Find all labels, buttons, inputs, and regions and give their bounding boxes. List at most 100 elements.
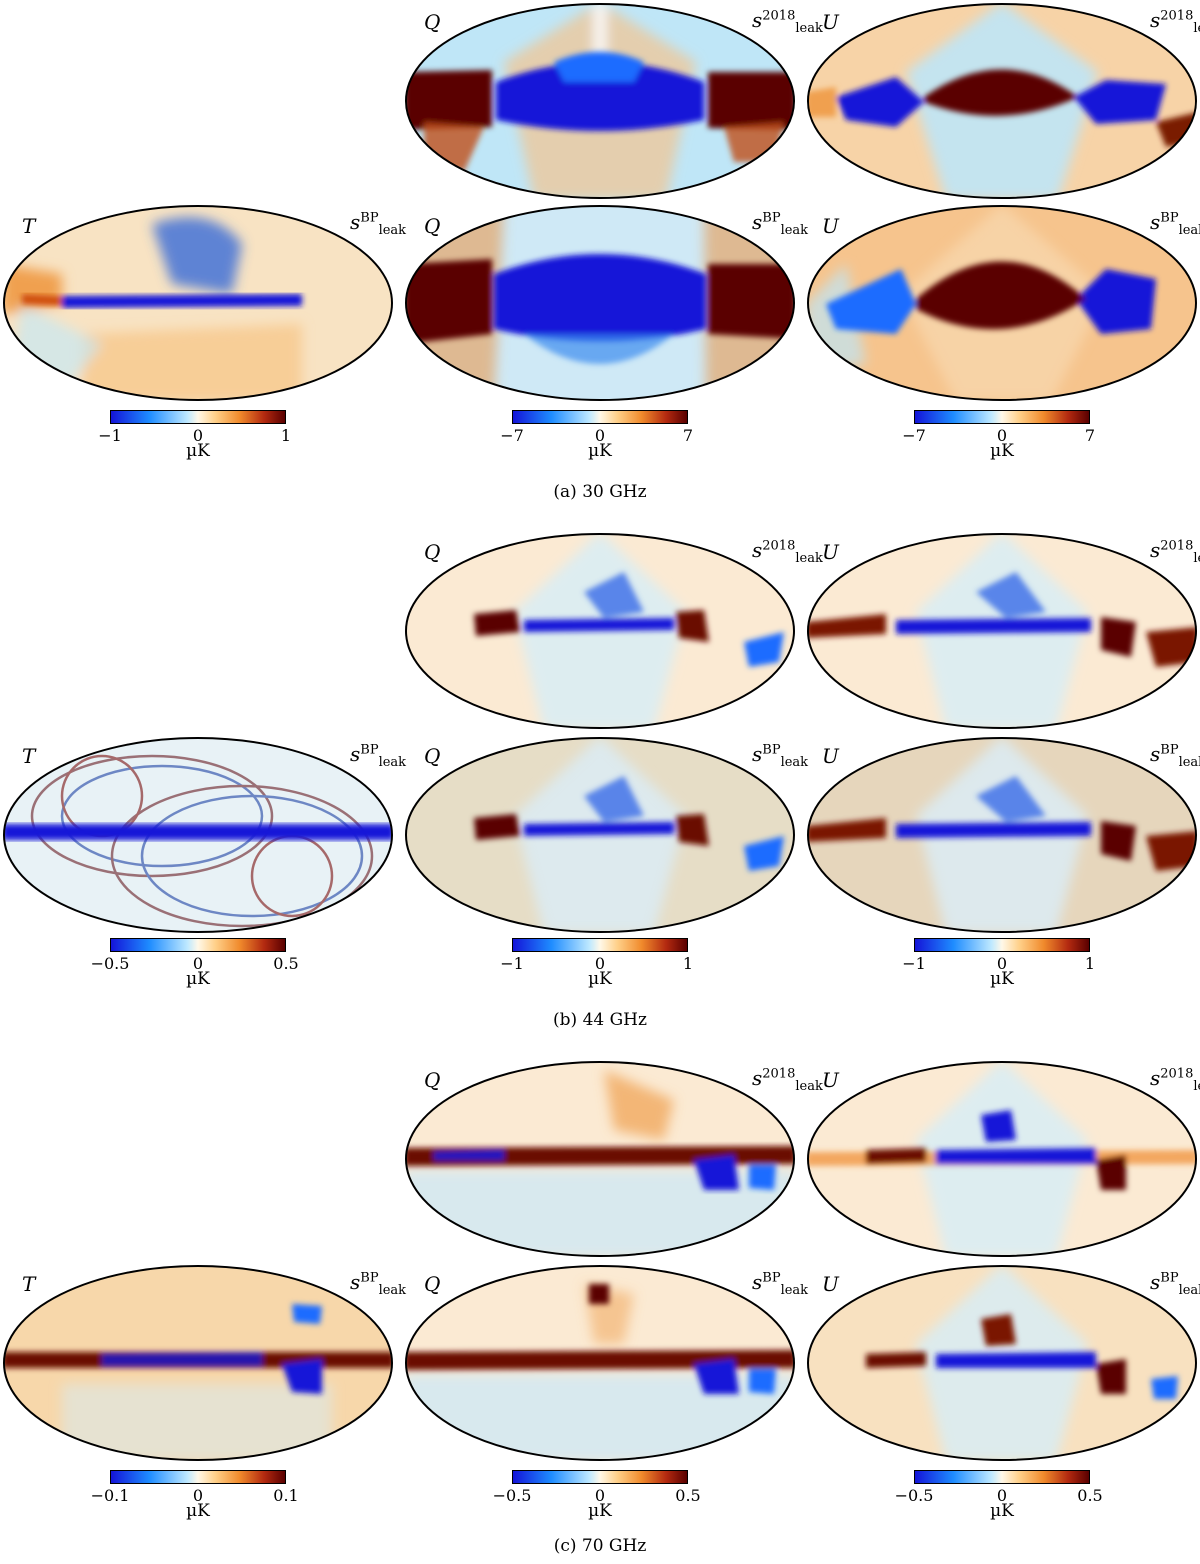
tag-a-q-bottom: sBPleak — [752, 210, 809, 238]
label-a-u-bottom: U — [822, 214, 839, 238]
tag-a-u-bottom: sBPleak — [1150, 210, 1200, 238]
tag-b-u-bottom: sBPleak — [1150, 742, 1200, 770]
tick-mid: 0 — [996, 1486, 1008, 1505]
tick-max: 7 — [1084, 426, 1096, 445]
tag-c-u-bottom: sBPleak — [1150, 1270, 1200, 1298]
unit-label: µK — [990, 969, 1014, 989]
colorbar-b-t: −0.5 0 0.5 µK — [91, 938, 299, 989]
colorbar-gradient — [110, 1470, 286, 1484]
map-c-u-2018 — [806, 1060, 1198, 1258]
unit-label: µK — [588, 441, 612, 461]
label-c-t: T — [22, 1272, 36, 1296]
unit-label: µK — [588, 1501, 612, 1521]
label-c-q-top: Q — [424, 1068, 441, 1092]
colorbar-b-u: −1 0 1 µK — [902, 938, 1095, 989]
tag-a-q-top: s2018leak — [752, 8, 823, 36]
tag-c-q-top: s2018leak — [752, 1066, 823, 1094]
colorbar-c-q: −0.5 0 0.5 µK — [493, 1470, 701, 1521]
tick-mid: 0 — [192, 1486, 204, 1505]
caption-a: (a) 30 GHz — [553, 482, 647, 502]
tick-mid: 0 — [594, 954, 606, 973]
colorbar-a-q: −7 0 7 µK — [500, 410, 693, 461]
label-a-q-top: Q — [424, 10, 441, 34]
tick-mid: 0 — [594, 426, 606, 445]
label-b-q-bottom: Q — [424, 744, 441, 768]
tick-mid: 0 — [996, 954, 1008, 973]
tick-min: −1 — [98, 426, 122, 445]
tag-b-t: sBPleak — [350, 742, 407, 770]
label-a-q-bottom: Q — [424, 214, 441, 238]
map-b-q-bp — [404, 736, 796, 934]
map-b-u-2018 — [806, 532, 1198, 730]
tag-c-u-top: s2018leak — [1150, 1066, 1200, 1094]
tick-max: 0.1 — [273, 1486, 299, 1505]
tick-min: −0.1 — [90, 1486, 130, 1505]
colorbar-c-u: −0.5 0 0.5 µK — [895, 1470, 1103, 1520]
tag-c-q-bottom: sBPleak — [752, 1270, 809, 1298]
colorbar-gradient — [110, 938, 286, 952]
map-c-q-2018 — [404, 1060, 796, 1258]
map-c-t-bp — [2, 1264, 394, 1462]
colorbar-gradient — [512, 1470, 688, 1484]
tick-min: −0.5 — [492, 1486, 532, 1505]
map-c-q-bp — [404, 1264, 796, 1462]
map-a-u-2018 — [806, 2, 1198, 200]
unit-label: µK — [990, 441, 1014, 461]
label-b-u-top: U — [822, 540, 839, 564]
colorbar-b-q: −1 0 1 µK — [500, 938, 693, 989]
map-b-u-bp — [806, 736, 1198, 934]
unit-label: µK — [186, 441, 210, 461]
map-c-u-bp — [806, 1264, 1198, 1462]
tick-min: −1 — [500, 954, 524, 973]
tick-max: 1 — [280, 426, 292, 445]
tick-max: 0.5 — [273, 954, 299, 973]
tick-max: 1 — [682, 954, 694, 973]
tick-max: 1 — [1084, 954, 1096, 973]
colorbar-gradient — [110, 410, 286, 424]
tick-min: −1 — [902, 954, 926, 973]
tick-min: −0.5 — [90, 954, 130, 973]
tick-max: 0.5 — [1077, 1486, 1103, 1505]
tick-min: −0.5 — [894, 1486, 934, 1505]
label-c-u-top: U — [822, 1068, 839, 1092]
tag-c-t: sBPleak — [350, 1270, 407, 1298]
colorbar-a-t: −1 0 1 µK — [98, 410, 291, 461]
map-a-q-2018 — [404, 2, 796, 200]
tag-b-u-top: s2018leak — [1150, 538, 1200, 566]
label-b-q-top: Q — [424, 540, 441, 564]
tick-min: −7 — [500, 426, 524, 445]
map-a-u-bp — [806, 204, 1198, 402]
map-b-q-2018 — [404, 532, 796, 730]
tag-b-q-bottom: sBPleak — [752, 742, 809, 770]
unit-label: µK — [588, 969, 612, 989]
label-b-t: T — [22, 744, 36, 768]
tick-mid: 0 — [594, 1486, 606, 1505]
tag-a-u-top: s2018leak — [1150, 8, 1200, 36]
colorbar-gradient — [512, 938, 688, 952]
caption-b: (b) 44 GHz — [553, 1010, 647, 1030]
tick-max: 7 — [682, 426, 694, 445]
colorbar-gradient — [914, 410, 1090, 424]
caption-c: (c) 70 GHz — [553, 1536, 647, 1556]
colorbar-gradient — [914, 938, 1090, 952]
tick-mid: 0 — [996, 426, 1008, 445]
unit-label: µK — [186, 969, 210, 989]
map-a-t-bp — [2, 204, 394, 402]
tag-b-q-top: s2018leak — [752, 538, 823, 566]
label-a-t: T — [22, 214, 36, 238]
unit-label: µK — [186, 1501, 210, 1521]
colorbar-gradient — [512, 410, 688, 424]
label-c-q-bottom: Q — [424, 1272, 441, 1296]
colorbar-c-t: −0.1 0 0.1 µK — [91, 1470, 299, 1521]
label-a-u-top: U — [822, 10, 839, 34]
colorbar-gradient — [914, 1470, 1090, 1484]
tag-a-t: sBPleak — [350, 210, 407, 238]
tick-min: −7 — [902, 426, 926, 445]
map-b-t-bp — [2, 736, 394, 934]
tick-mid: 0 — [192, 954, 204, 973]
colorbar-a-u: −7 0 7 µK — [902, 410, 1095, 461]
label-c-u-bottom: U — [822, 1272, 839, 1296]
map-a-q-bp — [404, 204, 796, 402]
tick-max: 0.5 — [675, 1486, 701, 1505]
tick-mid: 0 — [192, 426, 204, 445]
